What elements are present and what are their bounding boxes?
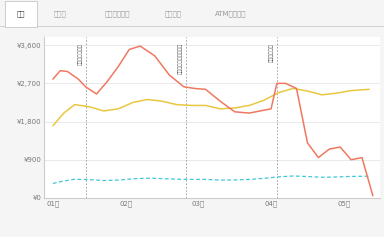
Bar — [5, 1, 37, 27]
Text: 居酒屋・バー: 居酒屋・バー — [104, 10, 130, 17]
Text: レジャー: レジャー — [164, 10, 181, 17]
Text: 政府が外出自粛を要請: 政府が外出自粛を要請 — [178, 43, 183, 74]
Text: 電車: 電車 — [17, 10, 25, 17]
Text: 緊急事態宣言: 緊急事態宣言 — [269, 43, 274, 62]
Text: 航空券: 航空券 — [53, 10, 66, 17]
Text: ATM引き出し: ATM引き出し — [215, 10, 246, 17]
Text: 国内初の感染者: 国内初の感染者 — [78, 43, 83, 65]
